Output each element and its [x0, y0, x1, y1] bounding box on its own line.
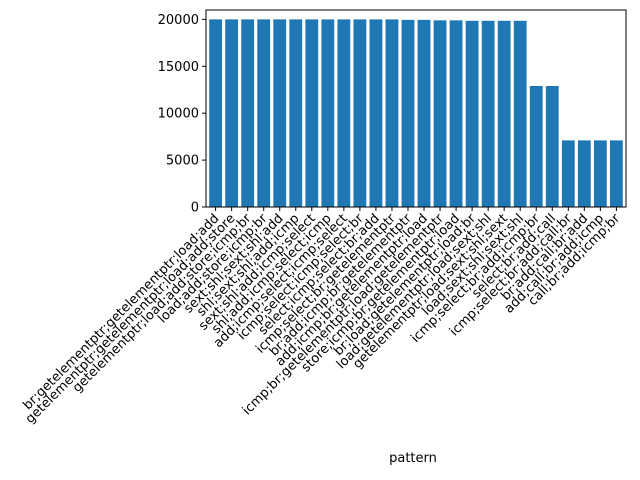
bar-21 — [545, 85, 559, 207]
y-tick-label-1: 5000 — [166, 154, 199, 169]
bar-20 — [529, 85, 543, 207]
bar-6 — [305, 19, 319, 208]
y-tick-label-0: 0 — [191, 201, 199, 216]
bar-2 — [241, 19, 255, 208]
x-axis-title: pattern — [389, 451, 437, 466]
bar-4 — [273, 19, 287, 208]
bar-23 — [577, 140, 591, 207]
bar-8 — [337, 19, 351, 208]
bar-24 — [593, 140, 607, 207]
bar-14 — [433, 20, 447, 208]
plot-frame — [205, 9, 627, 208]
bar-5 — [289, 19, 303, 208]
y-tick-label-3: 15000 — [158, 60, 199, 75]
bar-16 — [465, 20, 479, 207]
bar-13 — [417, 19, 431, 207]
bar-3 — [257, 19, 271, 208]
bar-7 — [321, 19, 335, 208]
bar-19 — [513, 20, 527, 207]
bar-25 — [609, 140, 623, 207]
bar-18 — [497, 20, 511, 207]
plot-area — [205, 9, 627, 208]
bar-9 — [353, 19, 367, 208]
bar-11 — [385, 19, 399, 208]
bar-22 — [561, 140, 575, 207]
y-tick-label-2: 10000 — [158, 107, 199, 122]
bar-12 — [401, 19, 415, 207]
y-tick-label-4: 20000 — [158, 13, 199, 28]
bar-1 — [225, 19, 239, 208]
bar-10 — [369, 19, 383, 208]
bar-0 — [209, 19, 223, 208]
bar-15 — [449, 20, 463, 208]
bar-17 — [481, 20, 495, 207]
